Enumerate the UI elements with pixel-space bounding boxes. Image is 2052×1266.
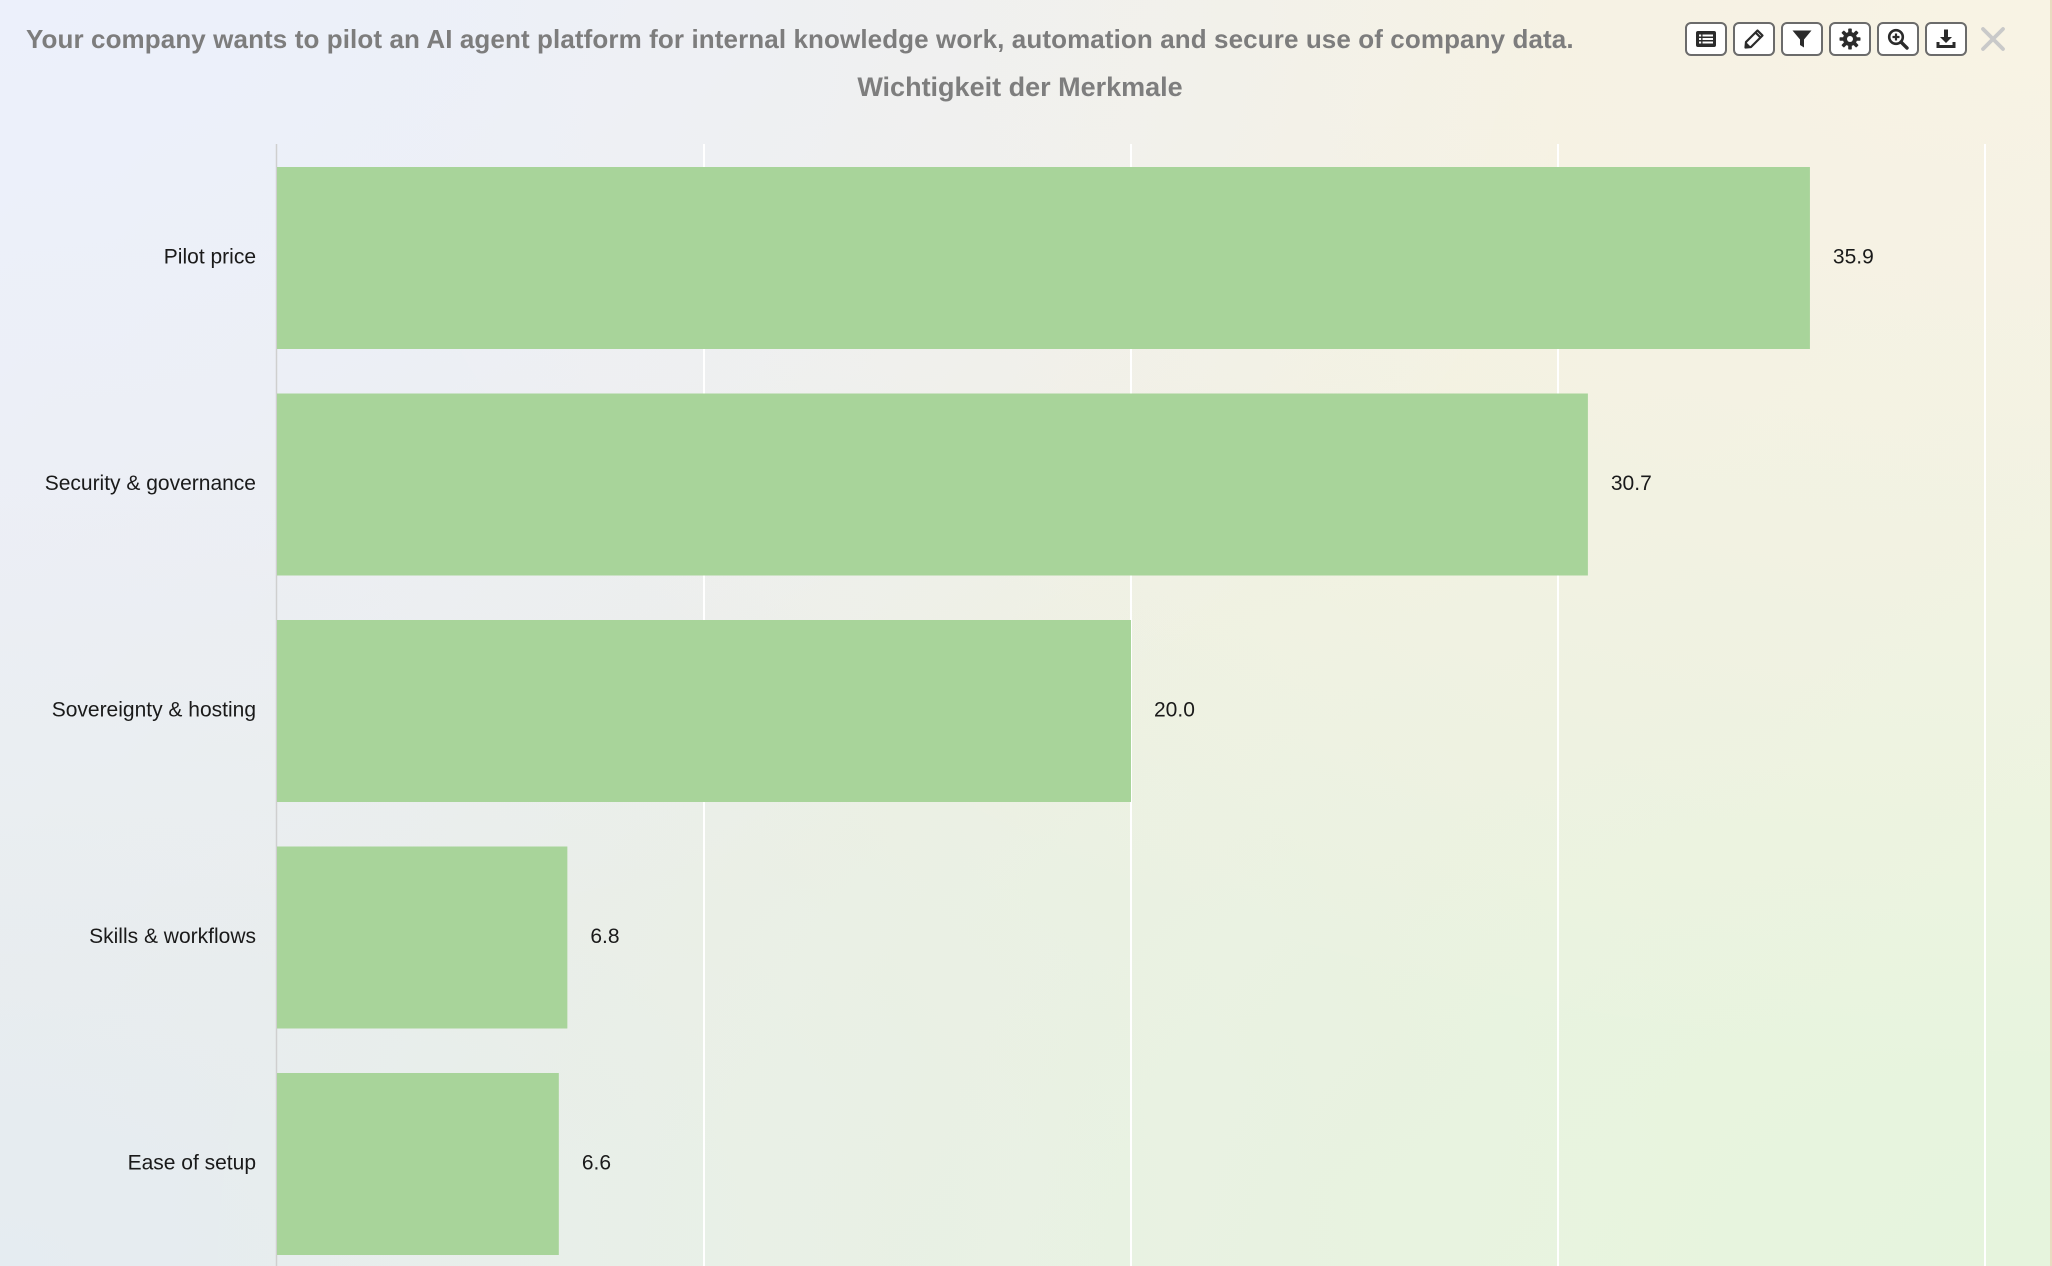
category-label: Pilot price bbox=[164, 246, 256, 269]
category-label: Sovereignty & hosting bbox=[52, 699, 256, 722]
filter-button[interactable] bbox=[1781, 22, 1823, 56]
filter-icon bbox=[1792, 30, 1812, 48]
value-label: 30.7 bbox=[1611, 472, 1652, 495]
edit-button[interactable] bbox=[1733, 22, 1775, 56]
chart-title: Wichtigkeit der Merkmale bbox=[857, 72, 1183, 102]
zoom-in-icon bbox=[1887, 28, 1909, 50]
download-icon bbox=[1936, 29, 1956, 48]
category-label: Security & governance bbox=[45, 472, 256, 495]
close-button[interactable] bbox=[1975, 21, 2011, 57]
close-icon bbox=[1981, 27, 2005, 51]
chart-toolbar bbox=[1685, 21, 2011, 57]
category-label: Ease of setup bbox=[128, 1152, 256, 1175]
bar bbox=[277, 846, 568, 1029]
pencil-icon bbox=[1744, 29, 1764, 49]
question-text: Your company wants to pilot an AI agent … bbox=[26, 24, 1574, 54]
list-icon bbox=[1696, 31, 1716, 47]
download-button[interactable] bbox=[1925, 22, 1967, 56]
zoom-button[interactable] bbox=[1877, 22, 1919, 56]
bar bbox=[277, 620, 1131, 802]
value-label: 6.6 bbox=[582, 1152, 611, 1175]
value-label: 20.0 bbox=[1154, 699, 1195, 722]
list-view-button[interactable] bbox=[1685, 22, 1727, 56]
gear-icon bbox=[1839, 28, 1861, 50]
value-label: 6.8 bbox=[590, 925, 619, 948]
bar bbox=[277, 1073, 559, 1255]
settings-button[interactable] bbox=[1829, 22, 1871, 56]
bar bbox=[277, 167, 1810, 349]
bar bbox=[277, 393, 1588, 576]
value-label: 35.9 bbox=[1833, 246, 1874, 269]
category-label: Skills & workflows bbox=[89, 925, 256, 948]
